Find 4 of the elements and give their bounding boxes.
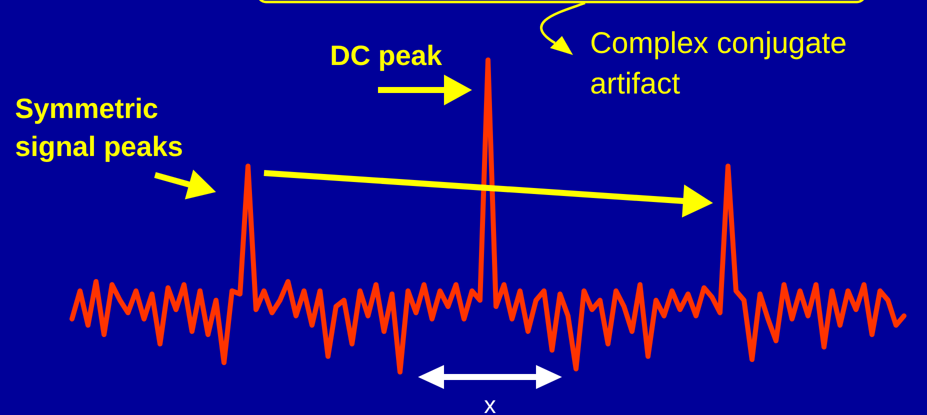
annotation: Symmetric signal peaks <box>15 93 184 162</box>
annotation: DC peak <box>330 40 442 71</box>
text: x <box>484 392 496 415</box>
annotation: Complex conjugate artifact <box>590 27 847 100</box>
